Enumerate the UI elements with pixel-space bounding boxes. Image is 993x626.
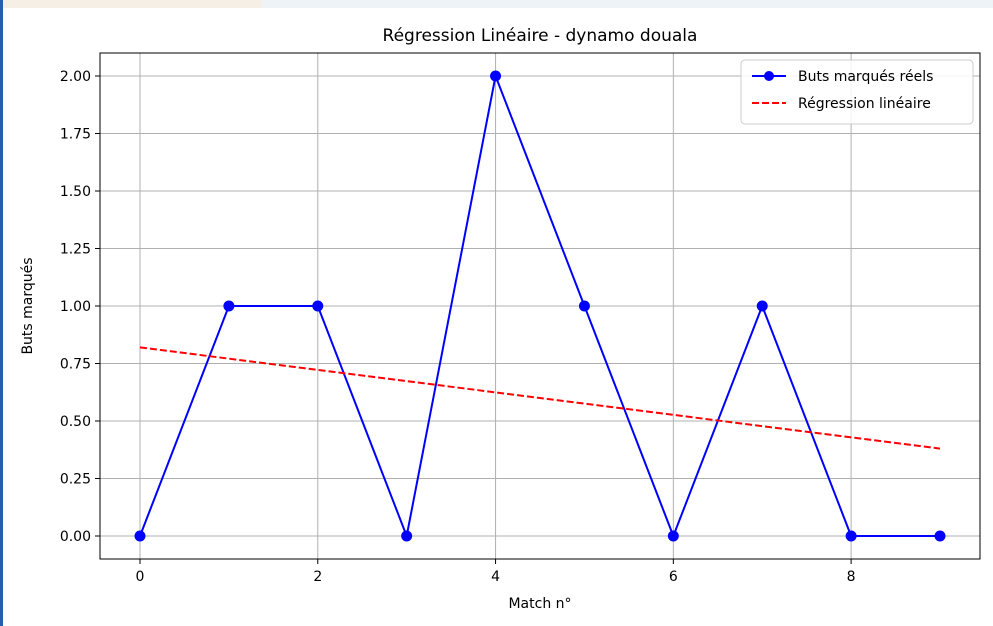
y-tick-label: 0.00 [60,529,91,545]
legend-label-series-0: Buts marqués réels [798,69,933,85]
data-point [490,70,502,82]
y-tick-label: 0.75 [60,357,91,373]
y-tick-label: 1.75 [60,127,91,143]
y-tick-label: 1.00 [60,299,91,315]
data-point [312,300,324,312]
x-tick-label: 6 [669,569,678,585]
legend: Buts marqués réels Régression linéaire [740,59,974,125]
y-axis-label: Buts marqués [20,257,36,354]
x-tick-label: 8 [847,569,856,585]
y-tick-label: 0.25 [60,472,91,488]
chart-title: Régression Linéaire - dynamo douala [383,26,698,46]
legend-box [740,59,974,125]
series-line-0 [139,75,940,537]
series-layer [134,70,946,542]
legend-label-series-1: Régression linéaire [798,96,931,112]
y-tick-label: 1.50 [60,184,91,200]
window-top-strip [0,0,993,8]
series-line-1 [139,346,941,450]
data-point [756,300,768,312]
data-point [134,530,146,542]
legend-swatch-marker-series-0 [764,71,774,81]
x-tick-label: 2 [313,569,322,585]
x-tick-label: 0 [136,569,145,585]
data-point [667,530,679,542]
y-tick-label: 0.50 [60,414,91,430]
data-point [845,530,857,542]
y-tick-label: 2.00 [60,69,91,85]
data-point [223,300,235,312]
x-axis-label: Match n° [508,596,571,612]
x-tick-label: 4 [491,569,500,585]
window-tab-strip [0,0,262,8]
data-point [578,300,590,312]
ticks-layer: 0 2 4 6 8 0.00 0.25 0.50 0.75 1.00 1.25 1.50 1.75 2.0… [60,69,856,585]
window-left-edge [0,0,3,626]
data-point [934,530,946,542]
data-point [401,530,413,542]
y-tick-label: 1.25 [60,242,91,258]
